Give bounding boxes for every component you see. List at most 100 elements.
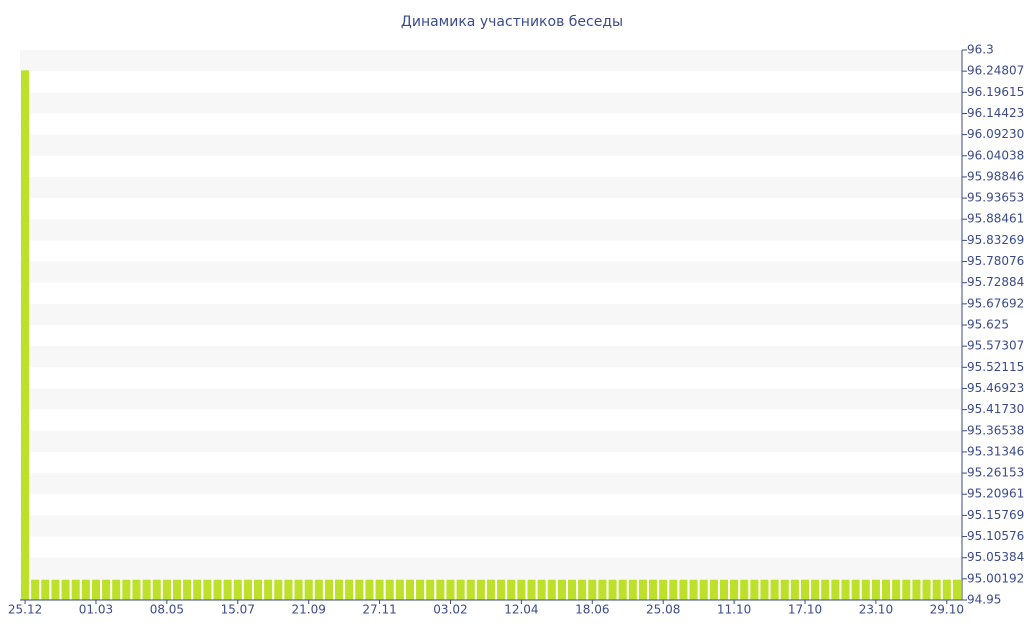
bar xyxy=(578,579,587,600)
y-tick-label: 95.625 xyxy=(967,318,1009,332)
bar xyxy=(709,579,718,600)
y-tick-label: 95.41730 xyxy=(967,402,1024,416)
bar xyxy=(851,579,860,600)
y-tick-label: 95.36538 xyxy=(967,423,1024,437)
bar xyxy=(638,579,647,600)
bar xyxy=(405,579,415,600)
bar xyxy=(547,579,556,600)
bar xyxy=(243,579,252,600)
bar xyxy=(841,579,850,600)
y-tick-label: 95.93653 xyxy=(967,191,1024,205)
y-tick-label: 96.14423 xyxy=(967,106,1024,120)
bar xyxy=(294,579,303,600)
y-tick-label: 95.00192 xyxy=(967,571,1024,585)
bar xyxy=(811,579,820,600)
y-tick-label: 96.09230 xyxy=(967,127,1024,141)
bar xyxy=(61,579,70,600)
y-tick-label: 95.26153 xyxy=(967,466,1024,480)
x-tick-label: 25.08 xyxy=(646,603,680,617)
bar xyxy=(314,579,323,600)
bar xyxy=(831,579,840,600)
grid-band xyxy=(20,515,962,537)
grid-band xyxy=(20,50,962,72)
bar xyxy=(679,579,688,600)
bar xyxy=(669,579,678,600)
bar xyxy=(952,579,961,600)
y-tick-label: 95.83269 xyxy=(967,233,1024,247)
grid-band xyxy=(20,176,962,199)
grid-band xyxy=(20,219,962,241)
bar xyxy=(750,579,759,600)
bar xyxy=(892,579,901,600)
bar xyxy=(71,579,80,600)
bar xyxy=(132,579,141,600)
x-tick-label: 15.07 xyxy=(221,603,255,617)
bar xyxy=(142,579,151,600)
grid-band xyxy=(20,134,962,156)
bar xyxy=(203,579,212,600)
bar xyxy=(567,579,577,600)
grid-band xyxy=(20,92,962,114)
bar xyxy=(162,579,171,600)
bar xyxy=(588,579,597,600)
bar xyxy=(922,579,931,600)
bar xyxy=(942,579,951,600)
grid-band xyxy=(20,346,962,368)
y-tick-label: 96.19615 xyxy=(967,85,1024,99)
bar xyxy=(790,579,799,600)
bar xyxy=(699,579,708,600)
grid-band xyxy=(20,557,962,579)
x-tick-label: 21.09 xyxy=(291,603,325,617)
bar xyxy=(335,579,344,600)
bar xyxy=(689,579,698,600)
y-tick-label: 96.24807 xyxy=(967,64,1024,78)
bar xyxy=(304,579,313,600)
grid-band xyxy=(20,303,962,325)
bar xyxy=(456,579,465,600)
bar xyxy=(507,579,516,600)
bar xyxy=(517,579,526,600)
bar xyxy=(730,579,739,600)
bar xyxy=(102,579,111,600)
y-tick-label: 95.98846 xyxy=(967,169,1024,183)
bar xyxy=(233,579,242,600)
bar xyxy=(355,579,364,600)
chart-title: Динамика участников беседы xyxy=(401,14,623,30)
grid-band xyxy=(20,473,962,495)
y-tick-label: 96.04038 xyxy=(967,148,1024,162)
y-tick-label: 95.05384 xyxy=(967,550,1024,564)
bar xyxy=(274,579,283,600)
x-tick-label: 11.10 xyxy=(717,603,751,617)
bar xyxy=(385,579,394,600)
bar xyxy=(537,579,546,600)
x-tick-label: 25.12 xyxy=(8,603,42,617)
bar xyxy=(557,579,566,600)
bar xyxy=(476,579,485,600)
bar xyxy=(253,579,263,600)
bar xyxy=(122,579,131,600)
bar xyxy=(91,579,101,600)
bar xyxy=(800,579,810,600)
bar xyxy=(881,579,891,600)
bar xyxy=(183,579,192,600)
bar xyxy=(426,579,435,600)
bar xyxy=(436,579,445,600)
bar xyxy=(41,579,50,600)
bar xyxy=(152,579,161,600)
x-tick-label: 08.05 xyxy=(150,603,184,617)
bar xyxy=(861,579,870,600)
bar xyxy=(760,579,769,600)
y-tick-label: 95.57307 xyxy=(967,339,1024,353)
bar xyxy=(365,579,374,600)
y-tick-label: 95.52115 xyxy=(967,360,1024,374)
bar xyxy=(223,579,232,600)
bar xyxy=(81,579,90,600)
y-tick-label: 95.46923 xyxy=(967,381,1024,395)
bar xyxy=(172,579,182,600)
x-tick-label: 17.10 xyxy=(788,603,822,617)
x-tick-label: 29.10 xyxy=(930,603,964,617)
bar xyxy=(932,579,941,600)
bar xyxy=(902,579,911,600)
bar xyxy=(375,579,384,600)
